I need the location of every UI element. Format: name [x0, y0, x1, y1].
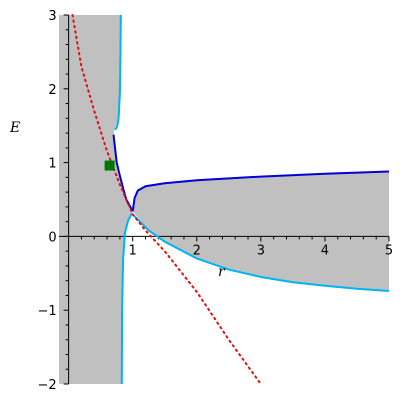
x-tick-label: 3 — [257, 243, 265, 258]
y-tick-label: 0 — [48, 230, 56, 245]
x-tick-label: 1 — [129, 243, 137, 258]
shaded-region-right_region — [132, 171, 389, 291]
shaded-region-left_region — [59, 15, 133, 384]
curve-red_dotted — [71, 14, 262, 385]
axes — [59, 14, 390, 385]
x-tick-label: 5 — [385, 243, 393, 258]
curves — [71, 14, 390, 385]
y-tick-label: 3 — [48, 9, 56, 24]
y-axis-label: E — [9, 120, 20, 136]
y-tick-label: 2 — [48, 83, 56, 98]
y-tick-label: −1 — [37, 304, 56, 319]
markers — [104, 160, 115, 171]
x-tick-label: 2 — [193, 243, 201, 258]
curve-upper_dark_blue — [131, 170, 390, 212]
curve-vertical_light_blue — [120, 212, 134, 385]
y-tick-label: −2 — [37, 378, 56, 393]
x-axis-label: r — [218, 264, 226, 280]
x-tick-label: 4 — [321, 243, 329, 258]
curve-lower_light_blue — [131, 213, 390, 292]
y-tick-label: 1 — [48, 157, 56, 172]
point-marker — [104, 160, 115, 171]
shaded-regions — [59, 15, 389, 384]
curve-upper_light_blue — [114, 14, 122, 131]
tick-labels: 1 2 3 4 5 −2 −1 0 1 2 3 — [37, 9, 393, 393]
